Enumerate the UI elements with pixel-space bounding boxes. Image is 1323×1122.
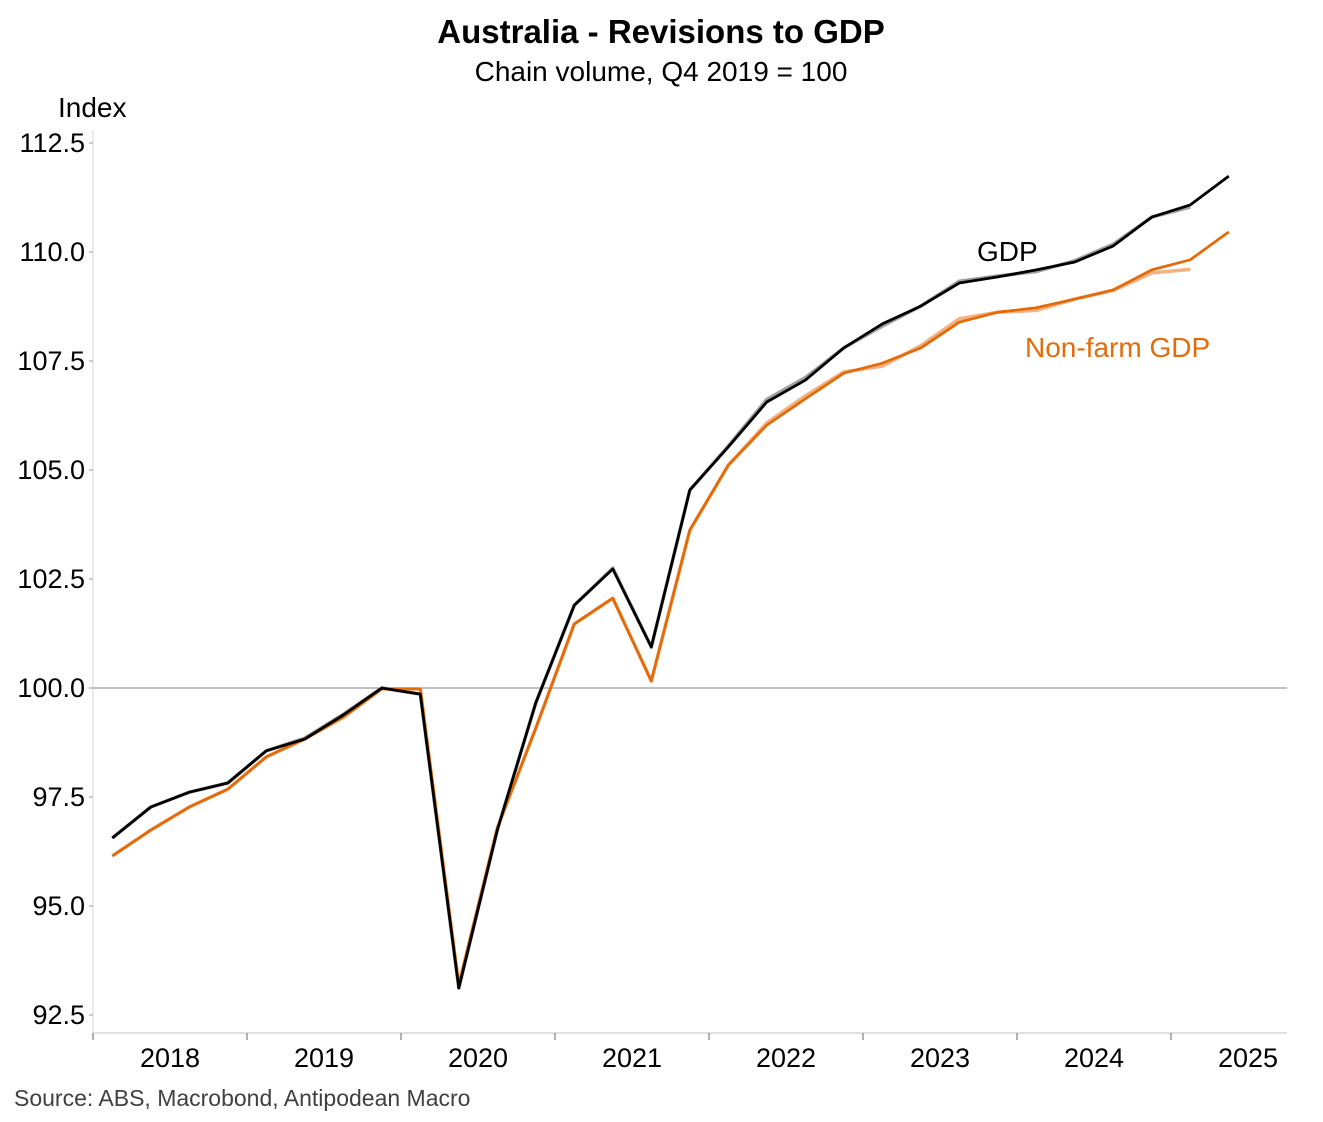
y-tick-label: 92.5 (32, 1000, 85, 1030)
y-tick-label: 110.0 (19, 237, 85, 267)
x-tick-label: 2020 (448, 1043, 508, 1073)
y-tick-label: 102.5 (17, 564, 85, 594)
x-tick-label: 2024 (1064, 1043, 1124, 1073)
series-label-non-farm-gdp: Non-farm GDP (1025, 332, 1210, 363)
previous-non-farm-gdp-line (111, 267, 1191, 987)
y-tick-label: 100.0 (17, 673, 85, 703)
series-lines (111, 174, 1230, 990)
x-tick-label: 2019 (294, 1043, 354, 1073)
y-tick-label: 97.5 (32, 782, 85, 812)
y-tick-label: 105.0 (17, 455, 85, 485)
axes: 92.5 95.0 97.5 100.0 102.5 105.0 107.5 110.0 112… (17, 128, 1287, 1073)
chart-title: Australia - Revisions to GDP (437, 13, 884, 50)
previous-gdp-line (111, 205, 1191, 990)
y-tick-label: 107.5 (17, 346, 85, 376)
x-tick-label: 2023 (910, 1043, 970, 1073)
x-tick-label: 2022 (756, 1043, 816, 1073)
y-tick-label: 95.0 (32, 891, 85, 921)
y-tick-label: 112.5 (19, 128, 85, 158)
x-tick-label: 2021 (602, 1043, 662, 1073)
series-label-gdp: GDP (977, 236, 1038, 267)
x-tick-label: 2018 (140, 1043, 200, 1073)
x-tick-label: 2025 (1218, 1043, 1278, 1073)
y-axis-label: Index (58, 92, 127, 123)
chart-subtitle: Chain volume, Q4 2019 = 100 (475, 56, 848, 87)
source-note: Source: ABS, Macrobond, Antipodean Macro (14, 1085, 470, 1111)
gdp-line (111, 174, 1230, 990)
